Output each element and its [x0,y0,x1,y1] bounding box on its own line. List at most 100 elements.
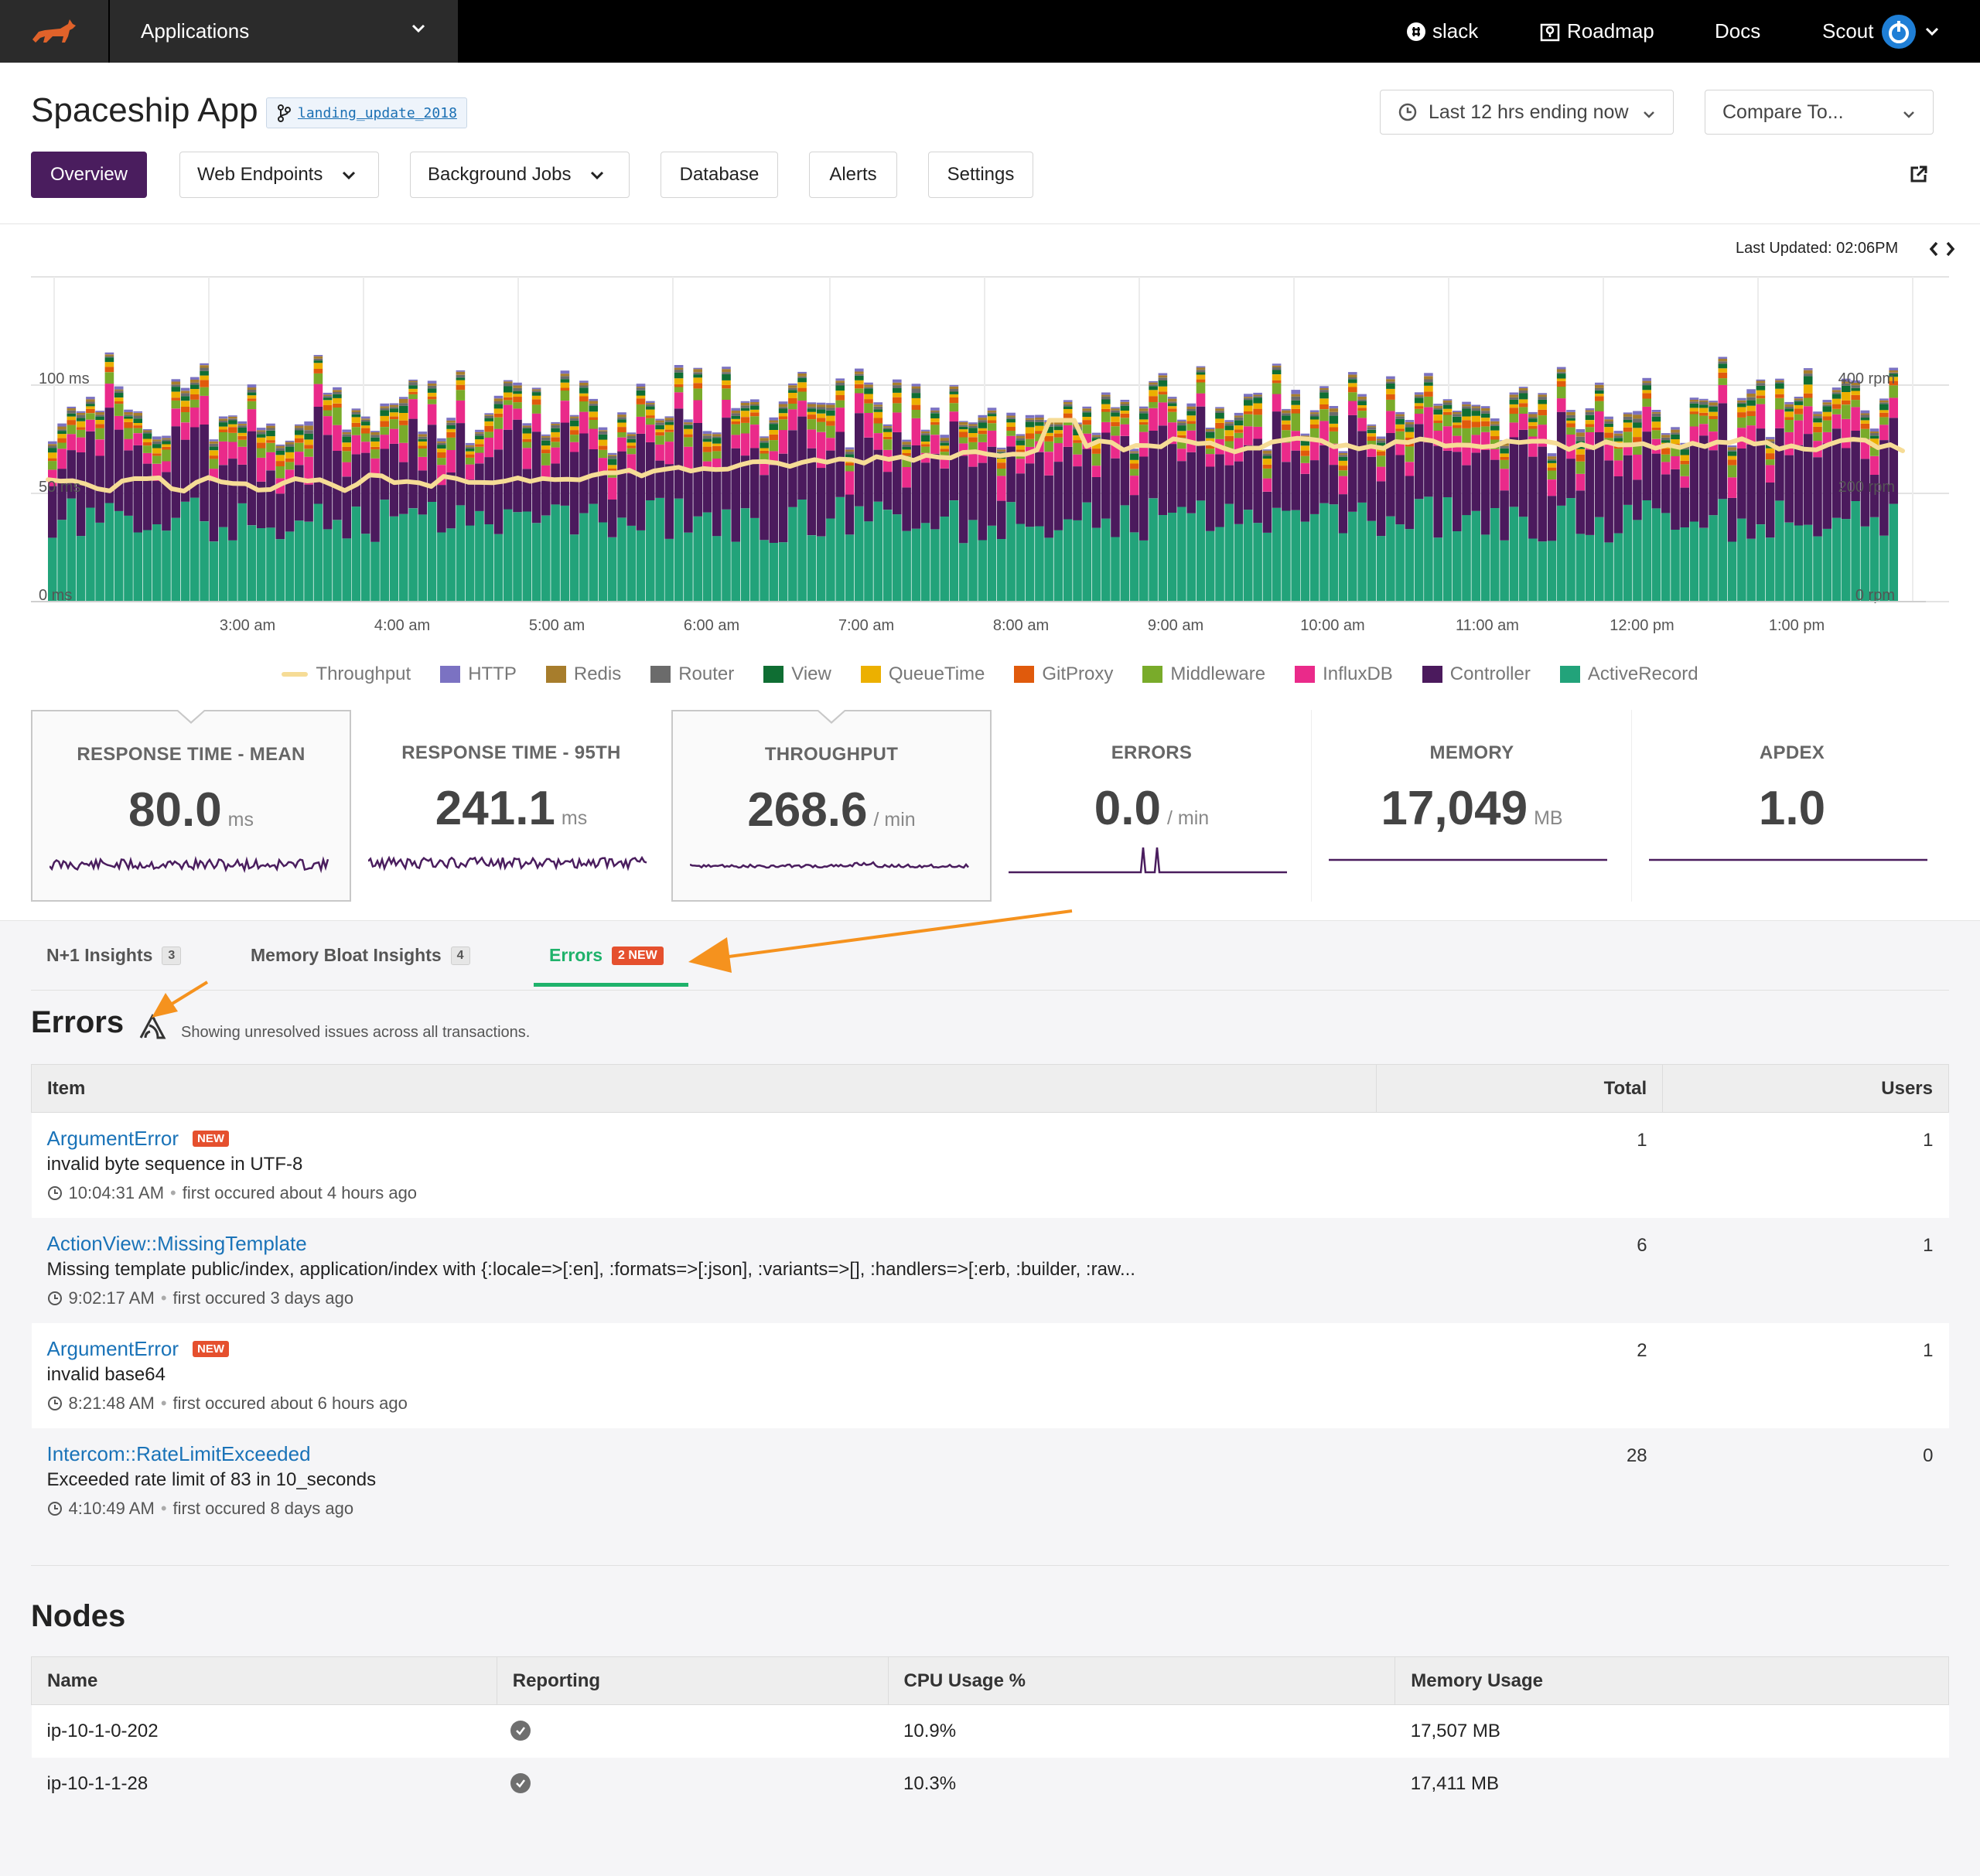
stacked-bar-segment [1462,404,1471,407]
dot-separator: • [160,1393,167,1413]
scout-logo[interactable] [0,0,108,63]
metric-card-throughput[interactable]: THROUGHPUT 268.6/ min [671,710,992,902]
stacked-bar-segment [712,432,722,435]
col-total[interactable]: Total [1376,1064,1664,1113]
legend-redis[interactable]: Redis [545,663,621,685]
stacked-bar-segment [1234,524,1244,602]
stacked-bar-segment [760,475,769,541]
x-tick-label: 1:00 pm [1769,617,1825,634]
tab-overview[interactable]: Overview [31,152,147,198]
stacked-bar-segment [104,357,114,363]
legend-influxdb[interactable]: InfluxDB [1295,663,1393,685]
legend-router[interactable]: Router [650,663,734,685]
stacked-bar-segment [1329,427,1339,431]
tab-database[interactable]: Database [661,152,778,198]
error-name-link[interactable]: ArgumentError [46,1127,179,1150]
col-users[interactable]: Users [1662,1064,1949,1113]
stacked-bar-segment [1329,504,1339,602]
tab-n1-insights[interactable]: N+1 Insights 3 [46,945,182,966]
chart-nav-arrows[interactable] [1929,240,1955,264]
tab-web-endpoints[interactable]: Web Endpoints [179,152,379,198]
tab-background-jobs[interactable]: Background Jobs [410,152,630,198]
error-name-link[interactable]: Intercom::RateLimitExceeded [46,1441,311,1465]
stacked-bar-segment [1367,425,1377,428]
stacked-bar-segment [551,437,560,442]
docs-link[interactable]: Docs [1715,0,1760,63]
tab-settings[interactable]: Settings [928,152,1033,198]
error-name-link[interactable]: ArgumentError [46,1336,179,1360]
error-row[interactable]: ArgumentError NEW invalid byte sequence in… [31,1112,1949,1218]
stacked-bar-segment [190,389,200,394]
stacked-bar-segment [1442,496,1453,602]
stacked-bar-segment [437,441,446,443]
stacked-bar-segment [1651,508,1661,602]
legend-activerecord[interactable]: ActiveRecord [1559,663,1698,685]
stacked-bar-segment [218,422,228,427]
stacked-bar-segment [513,387,522,391]
stacked-bar-segment [1424,373,1433,377]
stacked-bar-segment [1585,432,1595,450]
stacked-bar-segment [475,435,484,440]
stacked-bar-segment [1566,498,1575,602]
col-item[interactable]: Item [30,1064,1377,1113]
col-name[interactable]: Name [31,1656,497,1705]
branch-tag[interactable]: landing_update_2018 [266,97,467,128]
stacked-bar-segment [1386,399,1395,411]
metric-card-errors[interactable]: ERRORS 0.0/ min [992,710,1312,902]
stacked-bar-segment [1727,477,1737,498]
legend-gitproxy[interactable]: GitProxy [1014,663,1113,685]
node-row[interactable]: ip-10-1-1-28 10.3% 17,411 MB [31,1757,1949,1810]
metric-card-response-95th[interactable]: RESPONSE TIME - 95TH 241.1 ms [351,710,671,902]
stacked-bar-segment [351,454,361,507]
stacked-bar-segment [200,387,209,396]
compare-to-select[interactable]: Compare To... [1705,90,1934,135]
stacked-bar-segment [67,408,77,411]
stacked-bar-segment [1357,431,1367,503]
stacked-bar-segment [446,428,456,432]
metric-card-apdex[interactable]: APDEX 1.0 [1632,710,1952,902]
stacked-bar-segment [1205,432,1215,438]
stacked-bar-segment [1490,425,1500,431]
legend-http[interactable]: HTTP [440,663,517,685]
error-row[interactable]: ArgumentError NEW invalid base64 8:21:48 AM… [31,1322,1949,1428]
stacked-bar-segment [142,430,152,432]
applications-dropdown[interactable]: Applications [110,0,458,63]
stacked-bar-segment [845,534,855,602]
x-tick-label: 6:00 am [684,617,739,634]
stacked-bar-segment [949,411,959,422]
stacked-bar-segment [1832,392,1842,394]
legend-controller[interactable]: Controller [1422,663,1531,685]
share-icon[interactable] [1909,164,1929,184]
stacked-bar-segment [1120,411,1130,414]
tab-alerts[interactable]: Alerts [809,152,897,198]
user-menu[interactable]: Scout [1822,0,1941,63]
roadmap-link[interactable]: Roadmap [1539,0,1654,63]
error-row[interactable]: Intercom::RateLimitExceeded Exceeded rate… [31,1427,1949,1533]
legend-middleware[interactable]: Middleware [1142,663,1265,685]
metric-card-response-mean[interactable]: RESPONSE TIME - MEAN 80.0 ms [31,710,351,902]
stacked-bar-segment [1509,422,1519,438]
col-memory[interactable]: Memory Usage [1395,1656,1949,1705]
metric-card-memory[interactable]: MEMORY 17,049 MB [1312,710,1632,902]
stacked-bar-segment [807,402,817,404]
time-range-select[interactable]: Last 12 hrs ending now [1380,90,1674,135]
error-name-link[interactable]: ActionView::MissingTemplate [46,1231,307,1255]
slack-link[interactable]: slack [1406,0,1478,63]
stacked-bar-segment [1149,430,1158,499]
stacked-bar-segment [1338,533,1348,602]
sentry-icon[interactable] [138,1013,167,1041]
legend-throughput[interactable]: Throughput [282,663,411,685]
legend-view[interactable]: View [763,663,831,685]
error-row[interactable]: ActionView::MissingTemplate Missing templ… [31,1217,1949,1323]
col-reporting[interactable]: Reporting [496,1656,889,1705]
node-row[interactable]: ip-10-1-0-202 10.9% 17,507 MB [31,1704,1949,1758]
tab-errors[interactable]: Errors 2 NEW [549,945,664,966]
col-cpu[interactable]: CPU Usage % [887,1656,1396,1705]
tab-memory-bloat[interactable]: Memory Bloat Insights 4 [251,945,470,966]
stacked-bar-segment [1842,448,1851,520]
legend-queuetime[interactable]: QueueTime [860,663,985,685]
stacked-bar-segment [978,540,988,602]
stacked-bar-segment [427,385,437,389]
stacked-bar-segment [1633,437,1642,444]
